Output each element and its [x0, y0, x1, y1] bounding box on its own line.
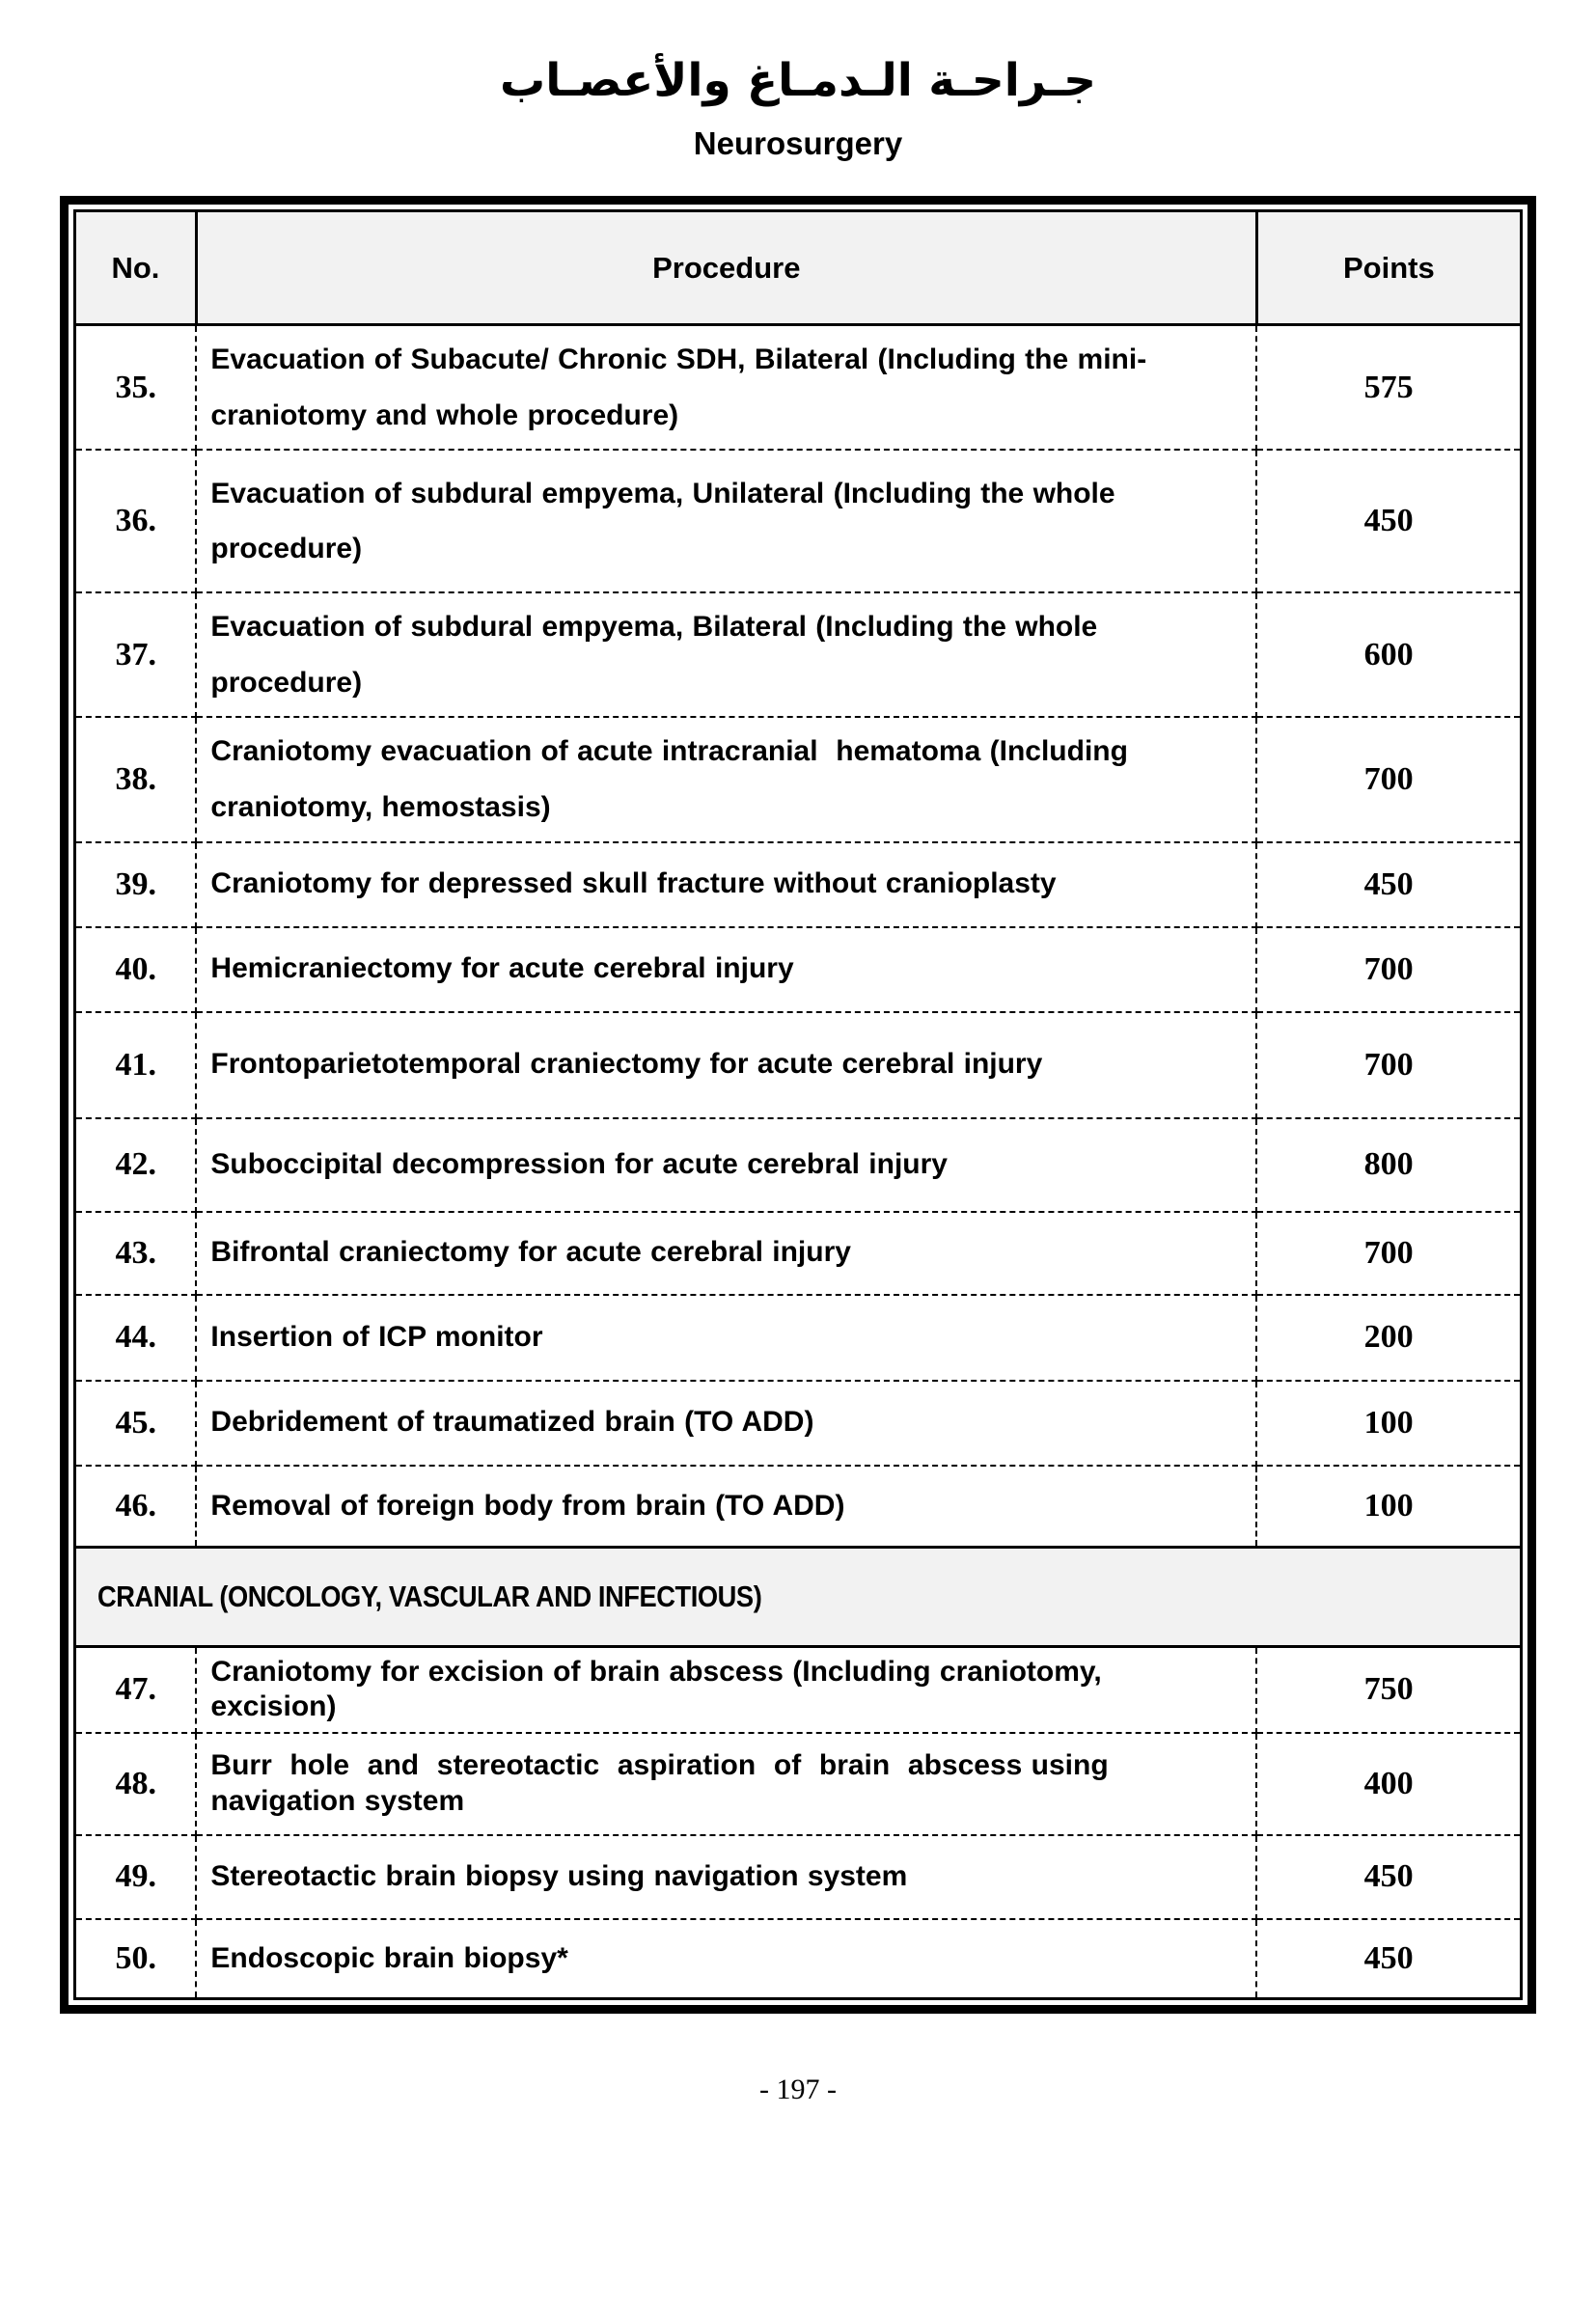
column-header-procedure: Procedure	[194, 209, 1258, 327]
section-header-row: CRANIAL (ONCOLOGY, VASCULAR AND INFECTIO…	[73, 1546, 1523, 1649]
points-cell: 700	[1255, 1010, 1523, 1119]
table-row: 40. Hemicraniectomy for acute cerebral i…	[73, 925, 1523, 1013]
procedure-cell: Endoscopic brain biopsy*	[195, 1917, 1258, 2000]
row-number: 36.	[73, 449, 198, 594]
row-number: 45.	[73, 1379, 198, 1467]
row-number: 39.	[73, 840, 198, 928]
row-number: 38.	[73, 716, 198, 843]
table-row: 48. Burr hole and stereotactic aspiratio…	[73, 1731, 1523, 1836]
procedure-cell: Evacuation of Subacute/ Chronic SDH, Bil…	[195, 323, 1258, 452]
table-row: 43. Bifrontal craniectomy for acute cere…	[73, 1210, 1523, 1296]
procedure-cell: Frontoparietotemporal craniectomy for ac…	[195, 1010, 1258, 1119]
procedure-cell: Craniotomy for excision of brain abscess…	[195, 1645, 1258, 1734]
table-row: 38. Craniotomy evacuation of acute intra…	[73, 716, 1523, 843]
table-row: 50. Endoscopic brain biopsy* 450	[73, 1917, 1523, 2000]
procedure-cell: Debridement of traumatized brain (TO ADD…	[195, 1379, 1258, 1467]
procedure-cell: Bifrontal craniectomy for acute cerebral…	[195, 1210, 1258, 1296]
table-row: 37. Evacuation of subdural empyema, Bila…	[73, 591, 1523, 719]
points-cell: 400	[1255, 1731, 1523, 1836]
procedure-cell: Evacuation of subdural empyema, Unilater…	[195, 449, 1258, 594]
points-cell: 450	[1255, 1833, 1523, 1920]
procedures-points-table: No. Procedure Points 35. Evacuation of S…	[73, 209, 1524, 2001]
procedure-cell: Removal of foreign body from brain (TO A…	[195, 1464, 1258, 1549]
column-header-points: Points	[1254, 209, 1524, 327]
table-header-row: No. Procedure Points	[73, 209, 1524, 327]
procedure-cell: Craniotomy for depressed skull fracture …	[195, 840, 1258, 928]
procedure-cell: Insertion of ICP monitor	[195, 1293, 1258, 1382]
points-cell: 800	[1255, 1116, 1523, 1213]
section-header-cell: CRANIAL (ONCOLOGY, VASCULAR AND INFECTIO…	[73, 1546, 1523, 1649]
row-number: 50.	[73, 1917, 198, 2000]
page-title-arabic: جـراحـة الـدمـاغ والأعصـاب	[499, 54, 1097, 107]
row-number: 43.	[73, 1210, 198, 1296]
points-cell: 450	[1255, 840, 1523, 928]
section-header-label: CRANIAL (ONCOLOGY, VASCULAR AND INFECTIO…	[97, 1579, 762, 1614]
table-row: 42. Suboccipital decompression for acute…	[73, 1116, 1523, 1213]
table-row: 36. Evacuation of subdural empyema, Unil…	[73, 449, 1523, 594]
page-number: - 197 -	[759, 2074, 837, 2106]
document-page: جـراحـة الـدمـاغ والأعصـاب Neurosurgery …	[0, 50, 1596, 2307]
table-row: 49. Stereotactic brain biopsy using navi…	[73, 1833, 1523, 1920]
page-title-english: Neurosurgery	[693, 125, 903, 162]
procedure-cell: Burr hole and stereotactic aspiration of…	[195, 1731, 1258, 1836]
points-cell: 600	[1255, 591, 1523, 719]
procedures-table-frame: No. Procedure Points 35. Evacuation of S…	[60, 196, 1536, 2015]
row-number: 47.	[73, 1645, 198, 1734]
points-cell: 575	[1255, 323, 1523, 452]
procedure-cell: Stereotactic brain biopsy using navigati…	[195, 1833, 1258, 1920]
points-cell: 700	[1255, 716, 1523, 843]
procedure-cell: Hemicraniectomy for acute cerebral injur…	[195, 925, 1258, 1013]
table-row: 46. Removal of foreign body from brain (…	[73, 1464, 1523, 1549]
points-cell: 200	[1255, 1293, 1523, 1382]
procedure-cell: Craniotomy evacuation of acute intracran…	[195, 716, 1258, 843]
points-cell: 100	[1255, 1379, 1523, 1467]
row-number: 48.	[73, 1731, 198, 1836]
table-row: 35. Evacuation of Subacute/ Chronic SDH,…	[73, 323, 1523, 452]
row-number: 42.	[73, 1116, 198, 1213]
points-cell: 100	[1255, 1464, 1523, 1549]
table-row: 44. Insertion of ICP monitor 200	[73, 1293, 1523, 1382]
row-number: 37.	[73, 591, 198, 719]
column-header-no: No.	[73, 209, 198, 327]
points-cell: 750	[1255, 1645, 1523, 1734]
table-row: 45. Debridement of traumatized brain (TO…	[73, 1379, 1523, 1467]
points-cell: 700	[1255, 1210, 1523, 1296]
table-row: 47. Craniotomy for excision of brain abs…	[73, 1645, 1523, 1734]
row-number: 35.	[73, 323, 198, 452]
procedure-cell: Evacuation of subdural empyema, Bilatera…	[195, 591, 1258, 719]
points-cell: 700	[1255, 925, 1523, 1013]
table-row: 41. Frontoparietotemporal craniectomy fo…	[73, 1010, 1523, 1119]
row-number: 49.	[73, 1833, 198, 1920]
points-cell: 450	[1255, 449, 1523, 594]
table-row: 39. Craniotomy for depressed skull fract…	[73, 840, 1523, 928]
points-cell: 450	[1255, 1917, 1523, 2000]
row-number: 46.	[73, 1464, 198, 1549]
procedure-cell: Suboccipital decompression for acute cer…	[195, 1116, 1258, 1213]
row-number: 40.	[73, 925, 198, 1013]
row-number: 41.	[73, 1010, 198, 1119]
row-number: 44.	[73, 1293, 198, 1382]
